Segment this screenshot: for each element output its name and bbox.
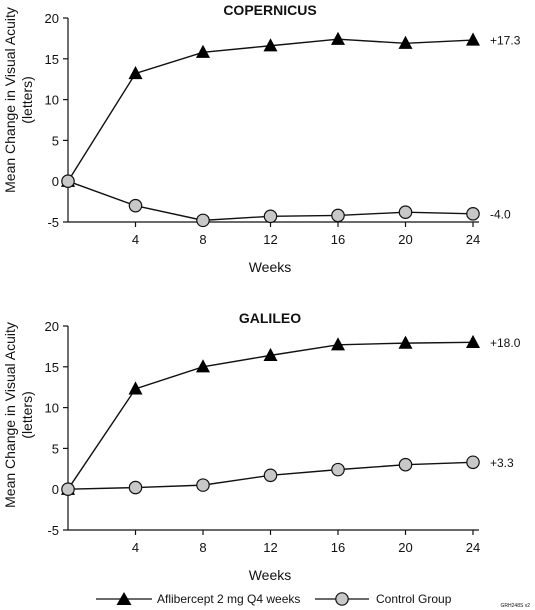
triangle-point <box>398 335 413 349</box>
y-tick-label: 5 <box>52 441 59 456</box>
triangle-point <box>196 359 210 373</box>
y-tick-label: 20 <box>45 319 59 334</box>
y-tick-label: 10 <box>45 93 59 108</box>
circle-point <box>61 174 75 188</box>
x-tick-label: 24 <box>466 232 480 247</box>
x-tick-label: 4 <box>132 540 139 555</box>
legend-triangle-icon <box>116 592 132 605</box>
y-tick-label: 0 <box>52 482 59 497</box>
x-tick-label: 4 <box>132 232 139 247</box>
circle-point <box>331 462 345 477</box>
series-line-triangle <box>67 38 474 182</box>
circle-point <box>466 455 480 470</box>
y-tick-label: 20 <box>45 11 59 26</box>
y-tick-label: 15 <box>45 360 59 375</box>
chart-galileo: GALILEO Mean Change in Visual Acuity (le… <box>2 310 521 583</box>
circle-point <box>466 207 480 221</box>
circle-point <box>398 457 413 472</box>
triangle-point <box>128 381 143 395</box>
circle-point <box>331 208 345 223</box>
y-tick-label: 5 <box>52 133 59 148</box>
y-axis-label-line1: Mean Change in Visual Acuity <box>2 7 18 193</box>
series-end-label: -4.0 <box>490 207 511 221</box>
x-axis-label: Weeks <box>249 259 292 275</box>
chart-copernicus: COPERNICUS Mean Change in Visual Acuity … <box>2 2 521 275</box>
circle-point <box>263 468 278 483</box>
triangle-point <box>128 65 143 80</box>
y-tick-label: 15 <box>45 52 59 67</box>
circle-point <box>128 198 143 213</box>
y-axis-label-line2: (letters) <box>19 391 35 438</box>
y-axis-label-line2: (letters) <box>19 76 35 123</box>
circle-point <box>263 209 278 224</box>
x-tick-label: 20 <box>398 540 412 555</box>
legend: Aflibercept 2 mg Q4 weeks Control Group <box>96 592 452 606</box>
triangle-point <box>331 31 345 45</box>
triangle-point <box>398 35 413 49</box>
triangle-point <box>263 347 278 362</box>
triangle-point <box>263 38 278 52</box>
circle-point <box>196 213 210 228</box>
x-tick-label: 8 <box>199 232 206 247</box>
circle-point <box>128 480 143 495</box>
triangle-point <box>466 32 480 46</box>
triangle-point <box>466 334 480 348</box>
x-axis-label: Weeks <box>249 567 292 583</box>
chart-title: COPERNICUS <box>223 2 316 18</box>
circle-point <box>398 205 413 220</box>
series-end-label: +3.3 <box>490 456 514 470</box>
circle-point <box>196 478 210 492</box>
legend-label-control: Control Group <box>376 592 452 606</box>
x-tick-label: 24 <box>466 540 480 555</box>
x-tick-label: 12 <box>263 540 277 555</box>
series-end-label: +18.0 <box>490 336 521 350</box>
triangle-point <box>331 337 345 351</box>
series-line-triangle <box>67 341 474 490</box>
x-tick-label: 20 <box>398 232 412 247</box>
y-tick-label: -5 <box>47 215 59 230</box>
x-tick-label: 16 <box>331 232 345 247</box>
triangle-point <box>196 44 210 58</box>
figure-code: GRH248S v2 <box>501 603 531 609</box>
x-tick-label: 16 <box>331 540 345 555</box>
y-tick-label: -5 <box>47 523 59 538</box>
chart-title: GALILEO <box>239 310 301 326</box>
y-axis-label-line1: Mean Change in Visual Acuity <box>2 322 18 508</box>
y-tick-label: 10 <box>45 401 59 416</box>
x-tick-label: 8 <box>199 540 206 555</box>
legend-circle-icon <box>335 592 349 606</box>
x-tick-label: 12 <box>263 232 277 247</box>
y-tick-label: 0 <box>52 174 59 189</box>
circle-point <box>61 482 75 496</box>
legend-label-aflibercept: Aflibercept 2 mg Q4 weeks <box>157 592 300 606</box>
series-end-label: +17.3 <box>490 34 521 48</box>
